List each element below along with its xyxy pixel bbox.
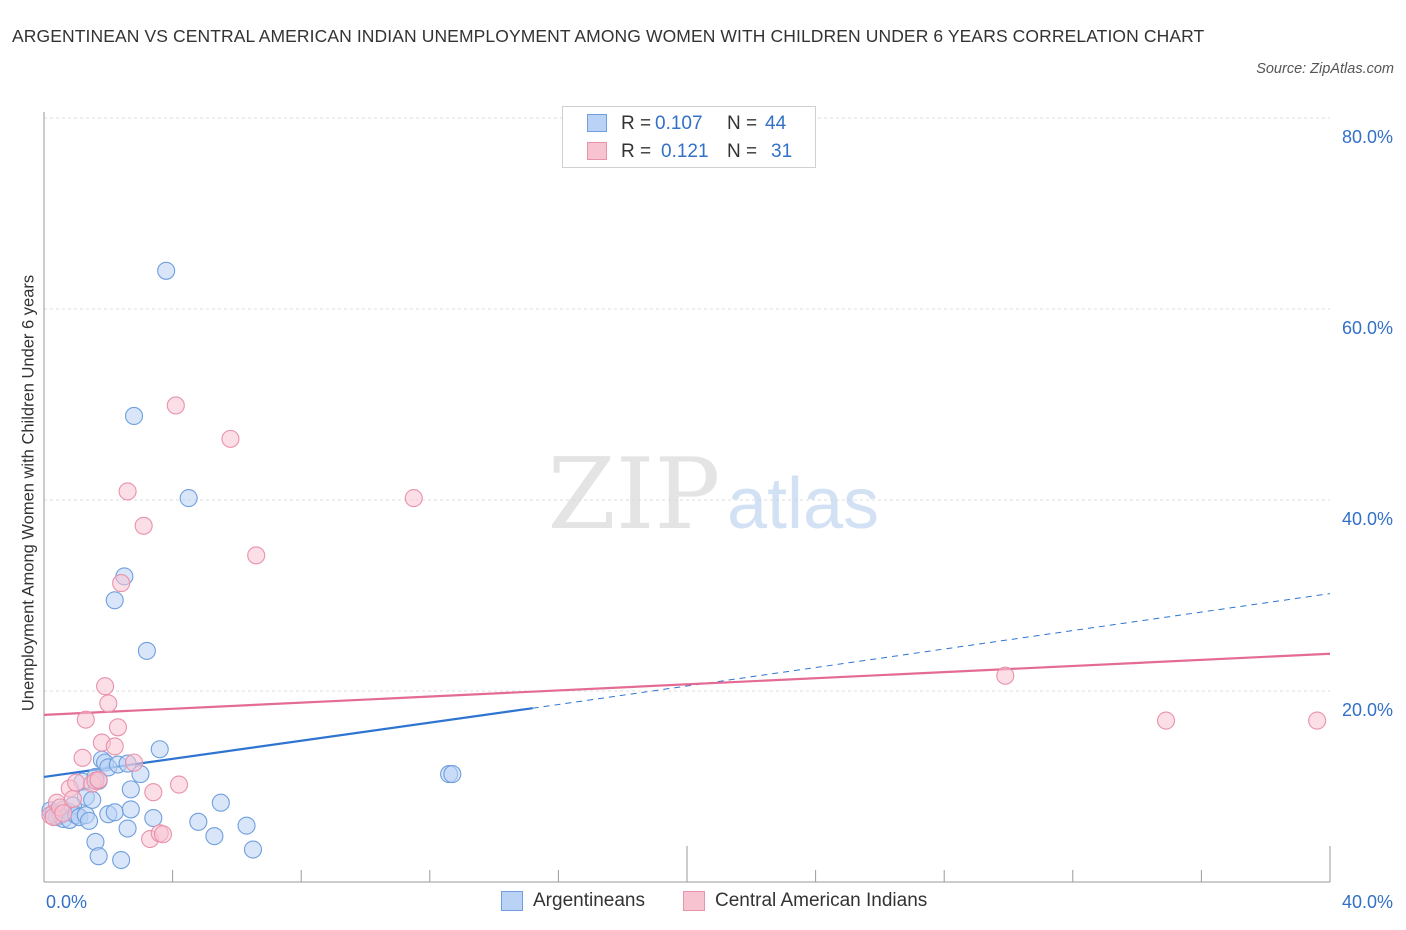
y-tick-label-40: 40.0% bbox=[1342, 509, 1393, 529]
point-pink-27 bbox=[169, 775, 189, 794]
point-pink-12 bbox=[89, 770, 108, 789]
point-pink-18 bbox=[112, 574, 131, 593]
legend-r-label: R = bbox=[621, 141, 652, 162]
legend-r-value: 0.121 bbox=[661, 141, 709, 162]
stats-legend: R = 0.107 N = 44 R = 0.121 N = 31 bbox=[562, 106, 816, 168]
legend-n-label: N = bbox=[727, 113, 758, 134]
point-blue-24 bbox=[105, 803, 124, 822]
point-blue-43 bbox=[237, 816, 256, 835]
x-tick-label-40: 40.0% bbox=[1342, 892, 1393, 912]
watermark: ZIP atlas bbox=[548, 438, 879, 552]
legend-r-label: R = bbox=[621, 113, 652, 134]
axes bbox=[43, 112, 1331, 883]
point-blue-14 bbox=[79, 811, 99, 830]
y-axis-label: Unemployment Among Women with Children U… bbox=[19, 274, 38, 712]
legend-n-label: N = bbox=[727, 141, 758, 162]
point-pink-25 bbox=[153, 825, 173, 844]
trend-line-extension-blue bbox=[532, 593, 1331, 709]
point-pink-14 bbox=[96, 677, 115, 696]
series-legend-swatch-blue bbox=[501, 891, 523, 911]
trend-line-pink bbox=[43, 652, 1331, 716]
point-blue-31 bbox=[121, 780, 140, 799]
point-pink-23 bbox=[144, 783, 163, 802]
point-blue-38 bbox=[157, 261, 176, 280]
y-tick-label-80: 80.0% bbox=[1342, 127, 1393, 147]
point-pink-30 bbox=[404, 489, 423, 508]
point-blue-41 bbox=[205, 827, 224, 846]
trend-lines bbox=[43, 593, 1331, 779]
point-pink-16 bbox=[105, 737, 124, 756]
watermark-zip: ZIP bbox=[548, 438, 721, 552]
point-blue-44 bbox=[243, 840, 263, 859]
x-tick-label-0: 0.0% bbox=[46, 892, 87, 912]
point-pink-20 bbox=[124, 753, 144, 772]
point-blue-27 bbox=[112, 850, 131, 870]
point-blue-40 bbox=[189, 812, 208, 831]
chart-title: ARGENTINEAN VS CENTRAL AMERICAN INDIAN U… bbox=[12, 26, 1205, 46]
point-pink-4 bbox=[54, 804, 73, 823]
point-pink-7 bbox=[67, 773, 86, 792]
point-pink-15 bbox=[99, 694, 118, 713]
legend-swatch-blue bbox=[587, 114, 607, 132]
legend-r-value: 0.107 bbox=[655, 113, 703, 134]
point-pink-8 bbox=[73, 748, 92, 767]
point-pink-33 bbox=[1308, 711, 1327, 730]
legend-n-value: 44 bbox=[765, 113, 787, 134]
source-credit: Source: ZipAtlas.com bbox=[1256, 61, 1394, 77]
point-blue-25 bbox=[105, 591, 124, 610]
point-blue-15 bbox=[83, 790, 102, 809]
point-pink-31 bbox=[996, 666, 1015, 685]
point-blue-36 bbox=[144, 808, 163, 828]
point-pink-32 bbox=[1156, 711, 1176, 730]
point-blue-29 bbox=[118, 819, 137, 838]
point-blue-46 bbox=[443, 765, 462, 784]
watermark-atlas: atlas bbox=[727, 464, 879, 544]
point-blue-37 bbox=[150, 740, 169, 759]
point-blue-35 bbox=[137, 641, 156, 660]
y-tick-label-60: 60.0% bbox=[1342, 318, 1393, 338]
series-legend-swatch-pink bbox=[683, 891, 705, 911]
point-pink-17 bbox=[108, 718, 127, 737]
point-blue-42 bbox=[211, 793, 230, 812]
point-pink-28 bbox=[221, 429, 240, 448]
tick-labels: 20.0% 40.0% 60.0% 80.0% 0.0% 40.0% bbox=[46, 127, 1393, 912]
series-legend-label: Argentineans bbox=[533, 890, 645, 911]
point-blue-32 bbox=[121, 800, 140, 819]
point-pink-19 bbox=[118, 482, 137, 501]
point-blue-33 bbox=[124, 406, 144, 426]
y-tick-label-20: 20.0% bbox=[1342, 700, 1393, 720]
point-blue-18 bbox=[89, 847, 108, 866]
point-pink-9 bbox=[76, 710, 95, 729]
legend-swatch-pink bbox=[587, 142, 607, 160]
point-pink-6 bbox=[63, 789, 82, 808]
point-pink-26 bbox=[166, 396, 185, 415]
point-pink-29 bbox=[247, 546, 266, 565]
grid-lines bbox=[44, 117, 1330, 692]
series-legend-label: Central American Indians bbox=[715, 890, 928, 911]
point-pink-21 bbox=[134, 516, 153, 535]
point-blue-39 bbox=[179, 489, 198, 508]
legend-n-value: 31 bbox=[771, 141, 793, 162]
data-points bbox=[41, 261, 1327, 870]
